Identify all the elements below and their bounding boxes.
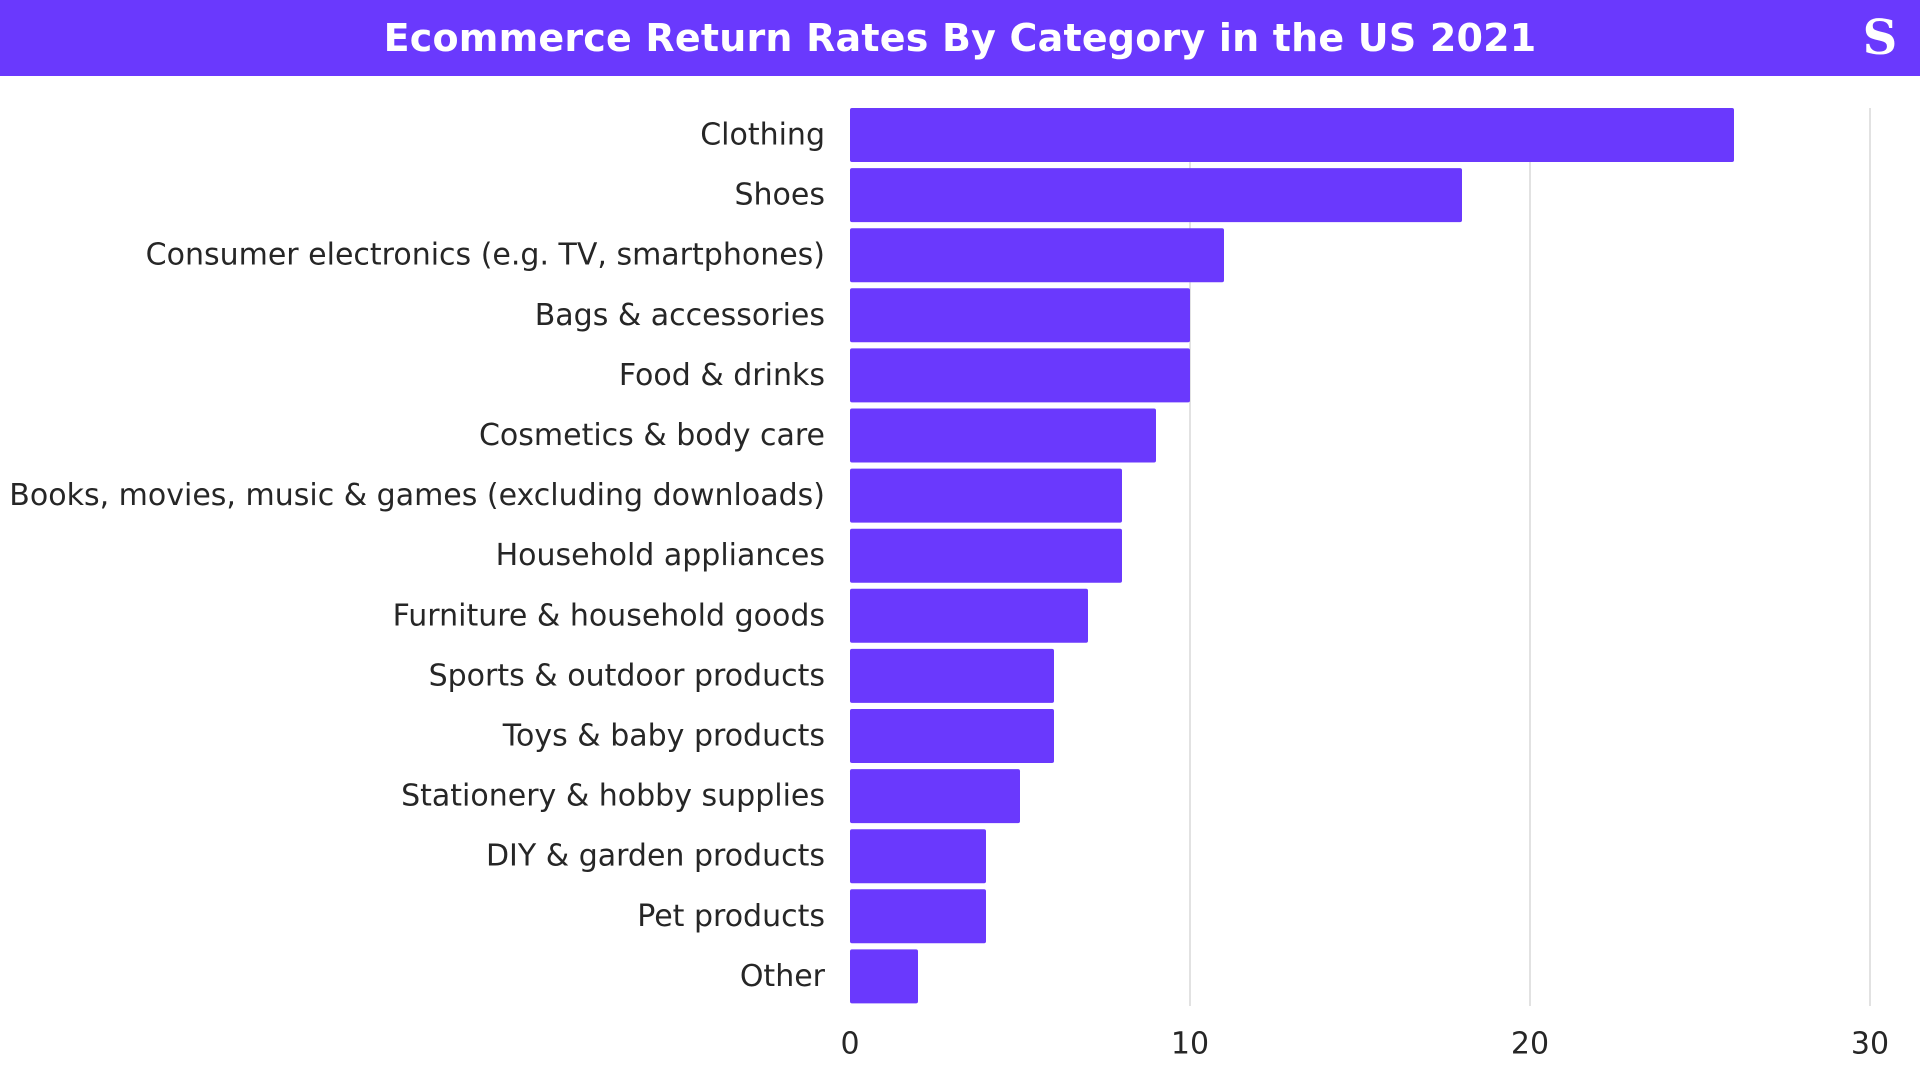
category-label-4: Food & drinks: [619, 358, 825, 393]
bar-3: [850, 288, 1190, 343]
category-label-9: Sports & outdoor products: [429, 658, 825, 693]
bar-9: [850, 648, 1054, 703]
bar-0: [850, 108, 1734, 162]
bar-12: [850, 829, 986, 884]
category-label-13: Pet products: [637, 899, 825, 934]
bar-10: [850, 709, 1054, 763]
category-label-11: Stationery & hobby supplies: [401, 779, 825, 814]
bar-14: [850, 949, 918, 1004]
bar-1: [850, 168, 1462, 223]
category-label-8: Furniture & household goods: [393, 598, 825, 633]
category-label-10: Toys & baby products: [502, 719, 825, 754]
bars: [850, 108, 1734, 1004]
x-tick-label-30: 30: [1851, 1027, 1889, 1062]
gridlines: [1189, 108, 1871, 1006]
bar-13: [850, 889, 986, 944]
category-label-1: Shoes: [735, 178, 826, 213]
bar-4: [850, 348, 1190, 403]
bar-5: [850, 408, 1156, 463]
x-axis-ticks: 0 10 20 30: [840, 1027, 1889, 1062]
x-tick-label-10: 10: [1171, 1027, 1209, 1062]
category-label-7: Household appliances: [496, 538, 825, 573]
chart-title: Ecommerce Return Rates By Category in th…: [383, 16, 1537, 60]
x-tick-label-20: 20: [1511, 1027, 1549, 1062]
category-label-12: DIY & garden products: [486, 839, 825, 874]
category-label-3: Bags & accessories: [535, 298, 825, 333]
brand-logo-icon: S: [1862, 10, 1898, 66]
category-label-2: Consumer electronics (e.g. TV, smartphon…: [146, 238, 825, 273]
bar-2: [850, 228, 1224, 283]
category-labels: Clothing Shoes Consumer electronics (e.g. …: [9, 118, 825, 994]
title-banner: Ecommerce Return Rates By Category in th…: [0, 0, 1920, 76]
category-label-14: Other: [740, 959, 826, 994]
bar-7: [850, 528, 1122, 583]
bar-8: [850, 588, 1088, 643]
bar-11: [850, 769, 1020, 824]
x-tick-label-0: 0: [840, 1027, 859, 1062]
bar-6: [850, 468, 1122, 523]
category-label-0: Clothing: [700, 118, 825, 153]
category-label-6: Books, movies, music & games (excluding …: [9, 478, 825, 513]
category-label-5: Cosmetics & body care: [479, 418, 825, 453]
